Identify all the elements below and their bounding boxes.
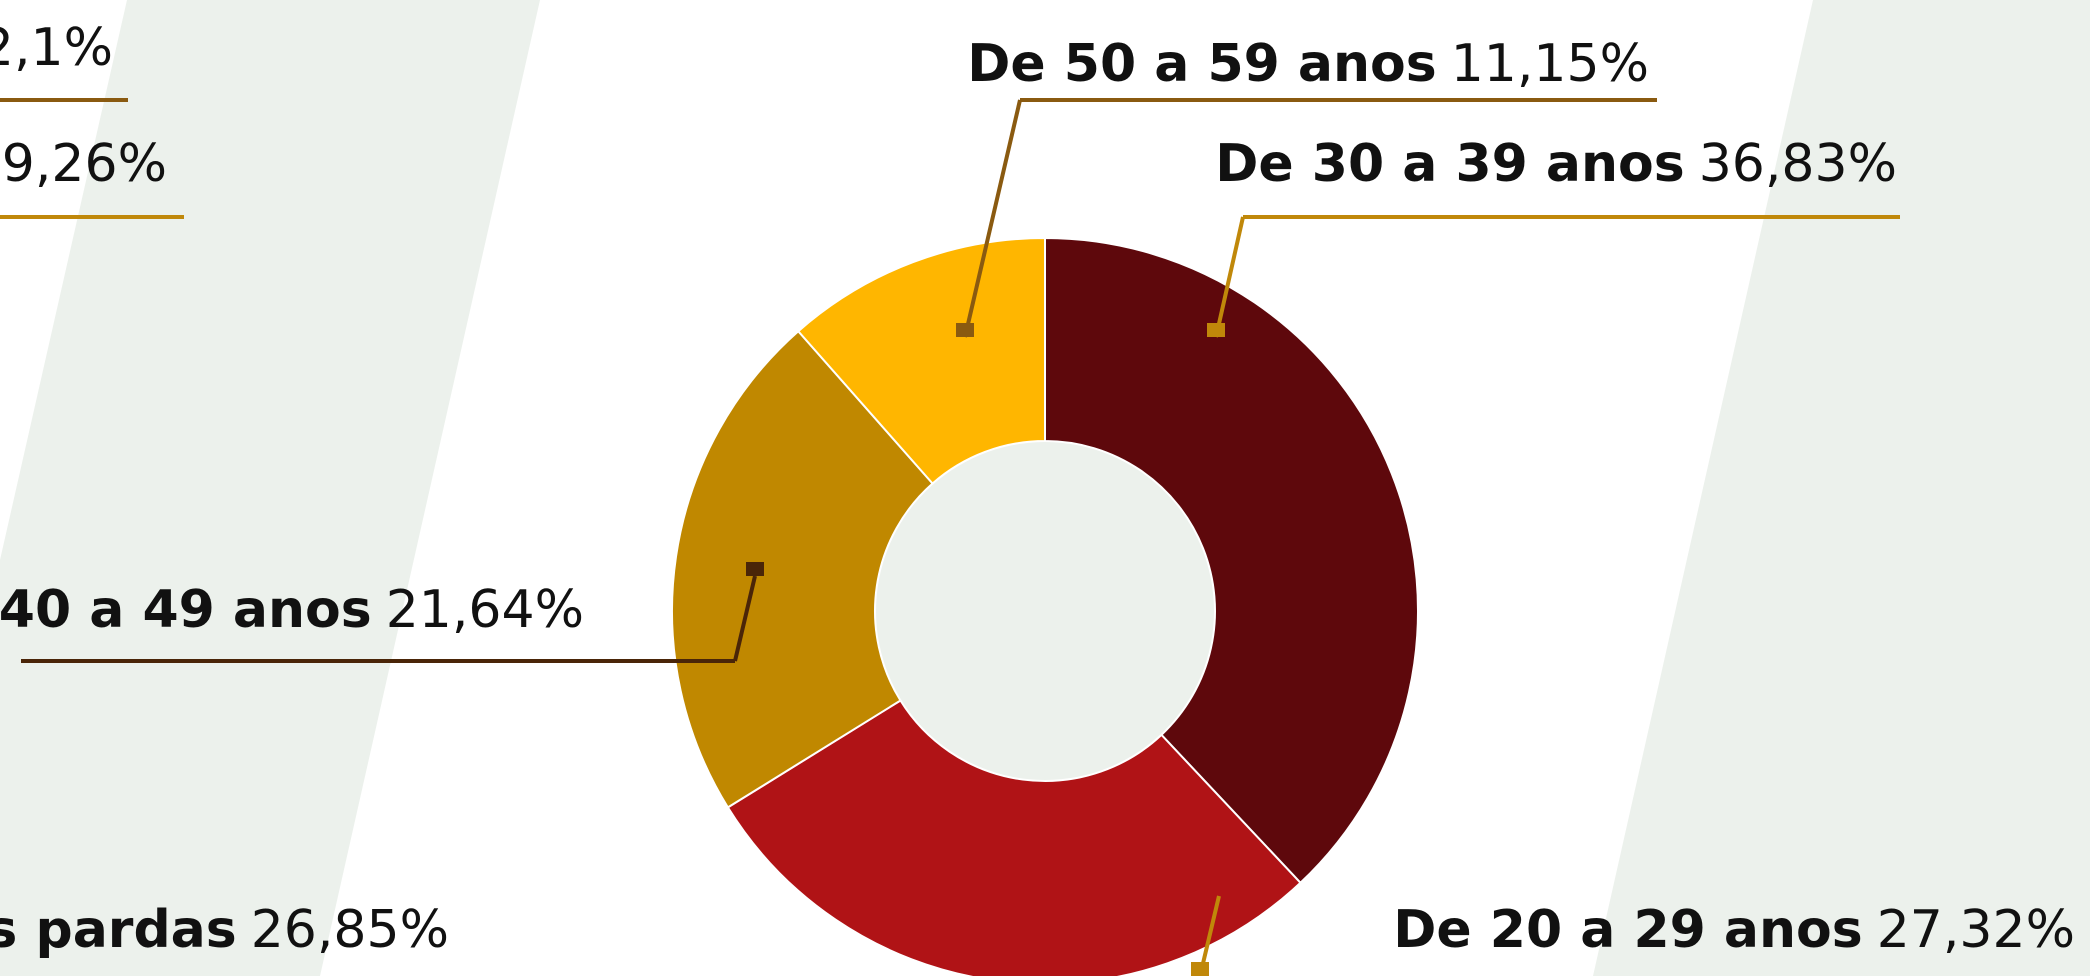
leader-line <box>963 99 1022 338</box>
value-label: 36,83% <box>1699 134 1897 194</box>
donut-slice <box>796 236 1046 485</box>
slice-label: De 20 a 29 anos 27,32% <box>1393 900 2075 960</box>
slice-label: De 50 a 59 anos 11,15% <box>967 34 1649 94</box>
category-name: De 20 a 29 anos <box>1393 900 1862 960</box>
value-label: 27,32% <box>1877 900 2075 960</box>
category-name: De 50 a 59 anos <box>967 34 1436 94</box>
value-label: 9,26% <box>2 134 167 194</box>
category-name: 40 a 49 anos <box>0 580 372 640</box>
category-name: as pardas <box>0 900 237 960</box>
cropped-label: 2,1% <box>0 18 113 78</box>
bg-stripe <box>1593 0 2090 976</box>
slice-label: De 30 a 39 anos 36,83% <box>1215 134 1897 194</box>
leader-line <box>733 575 757 662</box>
value-label: 11,15% <box>1451 34 1649 94</box>
leader-marker <box>1207 323 1225 337</box>
value-label: 26,85% <box>251 900 449 960</box>
donut <box>671 236 1419 976</box>
bg-stripe <box>0 0 540 976</box>
category-name: De 30 a 39 anos <box>1215 134 1684 194</box>
donut-slice <box>726 699 1302 976</box>
labels: De 30 a 39 anos 36,83% De 20 a 29 anos 27,3… <box>0 18 2075 976</box>
leader-marker <box>1191 962 1209 976</box>
donut-slice <box>1044 236 1419 885</box>
leader-marker <box>746 562 764 576</box>
donut-hole <box>876 442 1214 780</box>
value-label: 21,64% <box>386 580 584 640</box>
value-label: 2,1% <box>0 18 113 78</box>
donut-slice <box>671 329 934 809</box>
cropped-label: 9,26% <box>2 134 167 194</box>
leader-marker <box>956 323 974 337</box>
slice-label: 40 a 49 anos 21,64% <box>0 580 584 640</box>
leader-line <box>1214 216 1245 338</box>
